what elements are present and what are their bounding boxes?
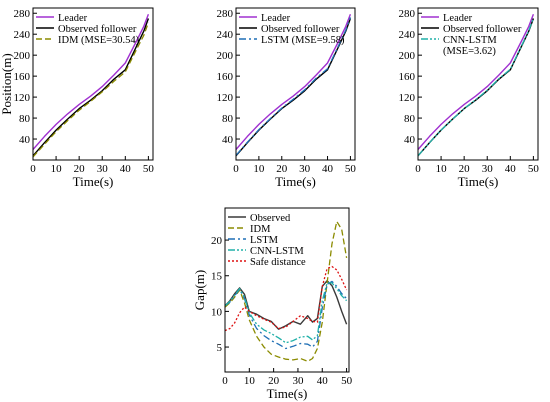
x-tick-label: 40: [317, 375, 329, 387]
y-tick-label: 240: [14, 29, 31, 41]
x-tick-label: 10: [436, 163, 448, 175]
y-axis-label: Position(m): [0, 53, 14, 114]
legend-label: CNN-LSTM: [443, 35, 497, 46]
x-tick-label: 0: [415, 163, 421, 175]
x-tick-label: 20: [276, 163, 288, 175]
y-tick-label: 40: [19, 134, 31, 146]
plot-frame: [235, 7, 356, 161]
y-tick-label: 80: [19, 113, 31, 125]
x-tick-label: 50: [143, 163, 155, 175]
series-line-cnn-lstm: [224, 282, 348, 344]
legend-label: LSTM: [250, 235, 279, 246]
y-axis-label: Gap(m): [192, 270, 207, 310]
chart-4: 0 10 20 30 40 505101520Time(s)Gap(m)ObservedI…: [192, 207, 353, 401]
x-tick-label: 30: [299, 163, 311, 175]
x-tick-label: 0: [30, 163, 36, 175]
y-tick-label: 280: [14, 8, 31, 20]
y-tick-label: 40: [222, 134, 234, 146]
x-tick-label: 40: [505, 163, 517, 175]
legend-label: Observed follower: [58, 24, 137, 35]
y-tick-label: 40: [404, 134, 416, 146]
legend-label: IDM: [250, 224, 271, 235]
series-line-leader: [235, 14, 352, 150]
y-tick-label: 20: [211, 235, 223, 247]
series-line-idm-mse-30-54: [32, 22, 150, 158]
x-axis-label: Time(s): [267, 386, 308, 401]
x-tick-label: 30: [97, 163, 109, 175]
series-line-observed-follower: [32, 18, 150, 157]
x-tick-label: 50: [345, 163, 357, 175]
chart-2: 0 10 20 30 40 50 40 80 120 160 200 240 280 Time(s) Lea…: [217, 7, 357, 189]
series-line-idm: [224, 220, 348, 362]
x-tick-label: 20: [268, 375, 280, 387]
x-tick-label: 40: [322, 163, 334, 175]
plot-frame: [224, 207, 350, 373]
legend-label: Observed follower: [261, 24, 340, 35]
plot-frame: [417, 7, 539, 161]
y-tick-label: 160: [217, 71, 234, 83]
y-tick-label: 240: [217, 29, 234, 41]
y-tick-label: 160: [14, 71, 31, 83]
legend-label: Observed follower: [443, 24, 522, 35]
y-tick-label: 120: [217, 92, 234, 104]
legend-label-continued: (MSE=3.62): [443, 46, 496, 57]
x-tick-label: 40: [120, 163, 132, 175]
y-tick-label: 10: [211, 306, 223, 318]
plot-frame: [32, 7, 154, 161]
series-line-leader: [32, 14, 150, 150]
y-tick-label: 15: [211, 271, 223, 283]
y-tick-label: 200: [217, 50, 234, 62]
series-line-leader: [417, 14, 535, 150]
y-tick-label: 280: [217, 8, 234, 20]
x-tick-label: 10: [253, 163, 265, 175]
y-tick-label: 80: [222, 113, 234, 125]
x-axis-label: Time(s): [458, 174, 499, 189]
x-tick-label: 50: [528, 163, 540, 175]
y-tick-label: 120: [399, 92, 416, 104]
y-tick-label: 200: [14, 50, 31, 62]
x-tick-label: 0: [233, 163, 239, 175]
chart-1: 0 10 20 30 40 50 40 80 120 160 200 240 280 Time(s) Pos…: [0, 7, 155, 189]
y-tick-label: 5: [217, 342, 223, 354]
y-tick-label: 240: [399, 29, 416, 41]
y-tick-label: 280: [399, 8, 416, 20]
series-line-safe-distance: [224, 265, 348, 332]
legend-label: Observed: [250, 213, 291, 224]
x-tick-label: 20: [74, 163, 86, 175]
x-axis-label: Time(s): [275, 174, 316, 189]
series-line-lstm-mse-9-58: [235, 17, 352, 156]
y-tick-label: 160: [399, 71, 416, 83]
series-line-lstm: [224, 280, 348, 350]
x-tick-label: 0: [222, 375, 228, 387]
legend-label: Leader: [58, 13, 88, 24]
legend-label: Leader: [261, 13, 291, 24]
x-tick-label: 10: [244, 375, 256, 387]
x-tick-label: 30: [292, 375, 304, 387]
legend-label: LSTM (MSE=9.58): [261, 35, 345, 46]
legend-label: Safe distance: [250, 257, 306, 268]
x-tick-label: 10: [51, 163, 63, 175]
x-axis-label: Time(s): [73, 174, 114, 189]
legend-label: IDM (MSE=30.54): [58, 35, 140, 46]
chart-3: 0 10 20 30 40 50 40 80 120 160 200 240 280 Time(s) Lea…: [399, 7, 540, 189]
legend-label: Leader: [443, 13, 473, 24]
series-line-cnn-lstm-mse-3-62: [417, 17, 535, 157]
x-tick-label: 50: [341, 375, 353, 387]
legend-label: CNN-LSTM: [250, 246, 304, 257]
y-tick-label: 120: [14, 92, 31, 104]
y-tick-label: 200: [399, 50, 416, 62]
y-tick-label: 80: [404, 113, 416, 125]
x-tick-label: 30: [482, 163, 494, 175]
x-tick-label: 20: [459, 163, 471, 175]
series-line-observed: [224, 280, 348, 330]
